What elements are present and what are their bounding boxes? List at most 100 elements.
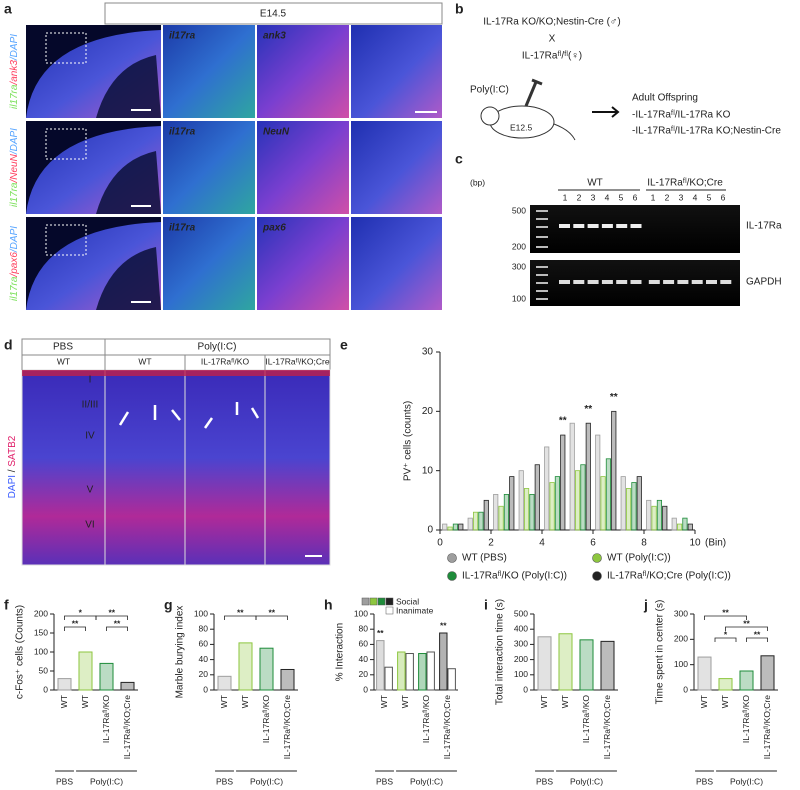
bar: [574, 470, 581, 531]
y-tick-label: 80: [359, 623, 369, 633]
band: [601, 224, 613, 228]
stage-label: E14.5: [260, 9, 287, 20]
micrograph: [184, 369, 266, 566]
y-tick-label: 300: [674, 608, 688, 618]
band: [616, 280, 628, 284]
bar: [447, 668, 456, 691]
bar: [418, 653, 427, 691]
significance: **: [440, 620, 447, 630]
micrograph: [351, 217, 442, 310]
ladder-label: 300: [512, 261, 526, 271]
bar: [458, 523, 464, 531]
band: [573, 224, 585, 228]
lane-number: 5: [707, 192, 712, 202]
group-label: IL-17Raᶠˡ/KO;Cre: [647, 178, 723, 189]
bar: [549, 482, 555, 531]
gel: [530, 205, 740, 253]
offspring-item: -IL-17Raᶠˡ/IL-17Ra KO: [632, 110, 731, 121]
bar: [600, 476, 606, 531]
bar: [651, 505, 657, 531]
stain-part: /: [7, 467, 18, 475]
bar: [595, 434, 601, 531]
row-stain-label: il17ra/pax6/DAPI: [9, 226, 20, 301]
ladder-band: [536, 290, 548, 292]
bracket: [704, 615, 747, 620]
group-label: Poly(I:C): [250, 776, 283, 786]
lane-number: 4: [693, 192, 698, 202]
bar: [493, 493, 499, 531]
y-tick-label: 60: [199, 639, 209, 649]
y-tick-label: 20: [422, 406, 434, 417]
bar: [554, 476, 561, 531]
ventricle: [96, 151, 161, 214]
group-label: Poly(I:C): [570, 776, 603, 786]
bar: [120, 681, 135, 691]
x-tick-label: IL-17Raᶠˡ/KO: [101, 695, 111, 744]
y-axis-label: PV⁺ cells (counts): [403, 401, 414, 481]
arrow: [203, 417, 214, 429]
y-tick-label: 0: [363, 684, 368, 694]
group-label: Poly(I:C): [730, 776, 763, 786]
micrograph: [257, 217, 349, 310]
x-tick-label: WT: [80, 695, 90, 708]
group-label: PBS: [536, 776, 553, 786]
tissue-edge: [26, 25, 161, 118]
y-tick-label: 20: [359, 669, 369, 679]
y-tick-label: 100: [674, 659, 688, 669]
significance: **: [743, 618, 750, 628]
ladder-label: 200: [512, 241, 526, 251]
bar: [600, 640, 615, 691]
syringe: [524, 78, 543, 107]
x-tick-label: IL-17Raᶠˡ/KO: [581, 695, 591, 744]
panel-label: e: [340, 337, 348, 353]
bar: [405, 653, 414, 691]
y-tick-label: 500: [514, 608, 528, 618]
micrograph: [104, 369, 186, 566]
y-tick-label: 30: [422, 347, 434, 358]
significance: **: [584, 404, 592, 415]
layer-label: VI: [85, 520, 94, 531]
micrograph: [257, 121, 349, 214]
bar: [498, 505, 504, 531]
bar: [662, 505, 668, 531]
lane-number: 2: [665, 192, 670, 202]
bar: [569, 422, 575, 531]
bar: [509, 476, 515, 531]
lane-number: 2: [577, 192, 582, 202]
layer-label: V: [87, 485, 94, 496]
bar: [217, 675, 232, 691]
bar: [631, 482, 637, 531]
bar: [384, 666, 393, 691]
y-tick-label: 80: [199, 623, 209, 633]
inset-label: il17ra: [169, 127, 196, 138]
legend-swatch: [361, 597, 370, 606]
bar: [636, 476, 642, 531]
layer-label: I: [89, 375, 92, 386]
x-tick-label: IL-17Raᶠˡ/KO: [741, 695, 751, 744]
x-tick-label: 0: [437, 538, 443, 549]
inset-label: il17ra: [169, 223, 196, 234]
roi-box: [45, 128, 87, 160]
x-tick-label: 10: [689, 538, 701, 549]
genotype-label: WT: [138, 356, 151, 366]
row-stain-label: il17ra/ank3/DAPI: [9, 34, 20, 109]
bar: [605, 458, 612, 531]
layer-label: II/III: [82, 400, 99, 411]
y-tick-label: 200: [34, 608, 48, 618]
bracket: [746, 637, 768, 642]
bar: [447, 526, 453, 531]
band: [648, 280, 660, 284]
bar: [472, 511, 479, 531]
x-tick-label: WT: [539, 695, 549, 708]
y-tick-label: 100: [194, 608, 208, 618]
bracket: [725, 626, 768, 631]
significance: **: [108, 607, 115, 617]
micrograph: [163, 25, 255, 118]
significance: **: [610, 392, 618, 403]
bar: [646, 499, 652, 531]
arrow: [592, 106, 620, 118]
bar: [580, 464, 586, 531]
panel-label: c: [455, 151, 463, 167]
lane-number: 6: [721, 192, 726, 202]
band: [706, 280, 717, 284]
